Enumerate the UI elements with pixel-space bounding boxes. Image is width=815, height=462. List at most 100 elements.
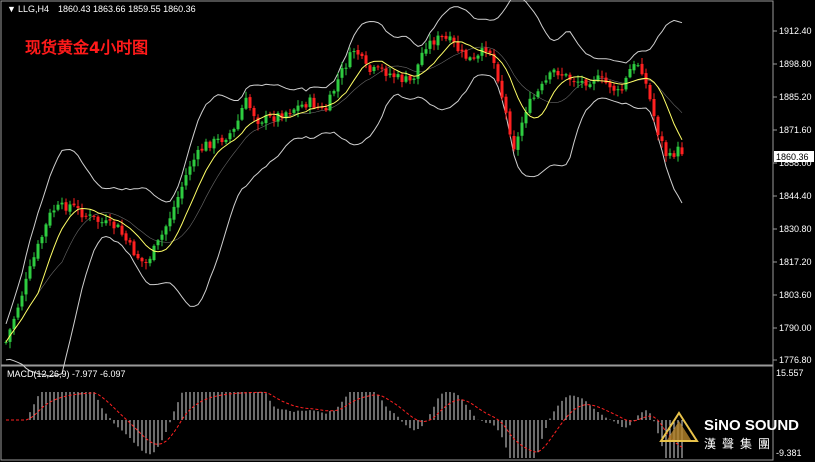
candle-body [392,73,396,78]
candle-body [88,214,92,216]
sinosound-logo: SiNO SOUND 漢聲集團 [659,411,799,451]
candle-body [224,139,228,143]
candle-body [188,166,192,175]
price-tick-label: 1803.60 [779,290,812,300]
price-tick-label: 1858.00 [779,158,812,168]
candle-body [628,69,632,78]
candle-body [540,83,544,91]
candle-body [336,79,340,92]
candle-body [596,75,600,81]
candle-body [508,111,512,135]
candle-body [84,215,88,217]
candle-body [280,113,284,119]
candle-body [640,63,644,75]
candle-body [148,258,152,264]
candle-body [372,67,376,71]
candle-body [140,257,144,262]
candle-body [272,116,276,122]
candle-body [216,138,220,140]
brand-subtitle: 漢聲集團 [704,436,776,451]
candle-body [400,74,404,82]
candle-body [192,159,196,167]
candle-body [384,68,388,76]
candle-body [536,91,540,97]
candle-body [32,257,36,267]
candle-body [132,241,136,256]
candle-body [404,76,408,82]
candle-body [516,136,520,150]
price-axis: 1912.40 1898.80 1885.20 1871.60 1858.00 1844.… [773,26,812,365]
candle-body [44,224,48,237]
candle-body [104,220,108,224]
candle-body [564,74,568,76]
candle-body [36,243,40,259]
candle-body [396,74,400,78]
candle-body [660,136,664,141]
macd-panel-frame [0,365,774,461]
candle-body [20,295,24,307]
macd-axis-top: 15.557 [776,368,804,378]
candle-body [108,219,112,221]
candle-body [360,53,364,56]
candle-body [680,147,684,155]
price-tick-label: 1898.80 [779,59,812,69]
candle-body [144,262,148,263]
candle-body [40,236,44,244]
candle-body [236,120,240,130]
candle-body [48,212,52,226]
bollinger-bands [5,0,683,377]
candle-body [588,84,592,87]
candle-body [300,104,304,107]
candle-body [232,129,236,132]
candle-body [24,278,28,295]
candle-body [320,107,324,108]
candle-body [548,72,552,80]
candle-body [208,141,212,148]
candle-body [600,76,604,78]
candle-body [136,254,140,259]
symbol-timeframe: LLG,H4 [18,4,49,14]
candle-body [636,65,640,67]
chart-dropdown-icon[interactable]: ▼ [7,4,16,14]
candle-body [28,266,32,279]
candle-body [496,64,500,82]
candle-body [356,50,360,55]
candle-body [584,79,588,86]
candle-body [428,40,432,49]
candle-body [252,108,256,117]
candle-body [668,153,672,156]
candle-body [228,133,232,140]
price-tick-label: 1885.20 [779,92,812,102]
candle-body [520,122,524,136]
candle-body [560,74,564,76]
candle-body [268,114,272,117]
moving-average-line [5,41,683,343]
candle-body [4,341,8,343]
candle-body [248,97,252,108]
candle-body [480,48,484,56]
brand-name: SiNO SOUND [704,417,799,434]
candle-body [432,40,436,45]
candle-body [332,91,336,94]
main-chart-frame [0,0,774,366]
candle-body [488,50,492,54]
price-tick-label: 1912.40 [779,26,812,36]
candle-body [440,36,444,38]
candle-body [420,52,424,65]
logo-triangle-icon [659,411,699,442]
candle-body [416,64,420,79]
candle-body [308,97,312,107]
candle-body [388,73,392,76]
macd-signal-line [6,391,683,453]
candle-body [412,78,416,80]
price-tick-label: 1871.60 [779,125,812,135]
candle-body [164,226,168,235]
candle-body [556,71,560,76]
ohlc-values: 1860.43 1863.66 1859.55 1860.36 [58,4,196,14]
candle-body [96,216,100,222]
middle-band [5,46,683,343]
candle-body [464,49,468,59]
candle-body [340,68,344,78]
candle-body [100,222,104,224]
